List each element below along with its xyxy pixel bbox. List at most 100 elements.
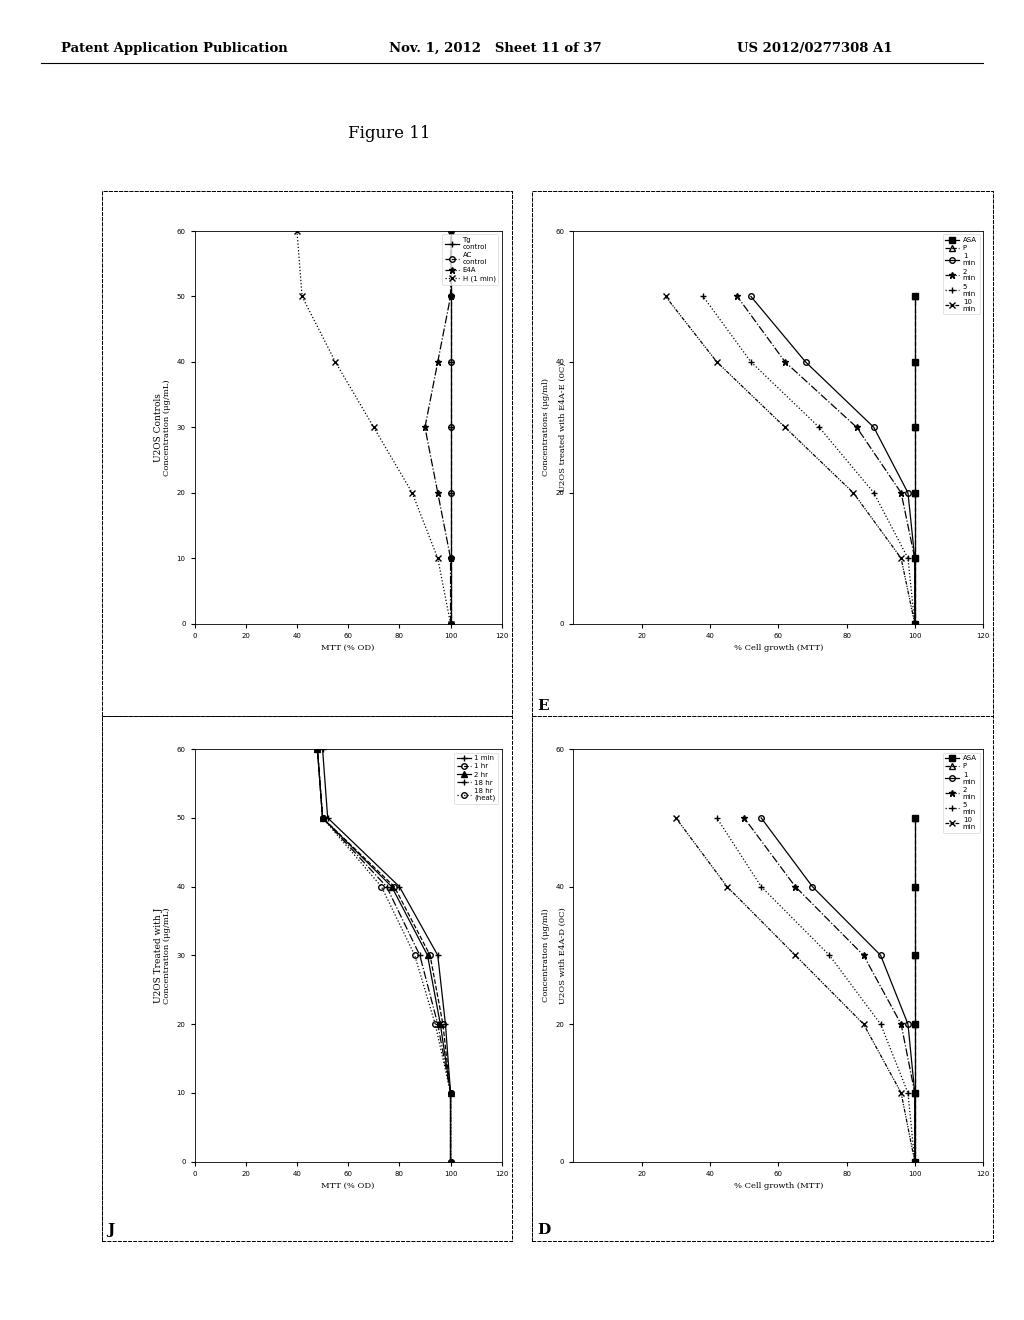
10
min [659, 289, 672, 305]
Line: E4A: E4A [422, 227, 454, 627]
18 hr [311, 742, 324, 758]
Text: Patent Application Publication: Patent Application Publication [61, 42, 288, 55]
18 hr [316, 810, 329, 826]
Y-axis label: Concentration (μg/ml): Concentration (μg/ml) [542, 908, 550, 1002]
Tg
control [444, 354, 457, 370]
H (1 min) [406, 484, 418, 500]
10
min [790, 948, 802, 964]
1
min [867, 420, 880, 436]
ASA [908, 420, 921, 436]
2 hr [311, 742, 324, 758]
Tg
control [444, 223, 457, 239]
1 hr [424, 948, 436, 964]
1 hr [444, 1085, 457, 1101]
Tg
control [444, 484, 457, 500]
10
min [779, 420, 792, 436]
1 min [444, 1085, 457, 1101]
18 hr
(heat) [375, 879, 387, 895]
18 hr
(heat) [429, 1016, 441, 1032]
1 min [322, 810, 334, 826]
H (1 min) [296, 289, 308, 305]
5
min [908, 615, 921, 631]
10
min [895, 550, 907, 566]
ASA [908, 550, 921, 566]
18 hr
(heat) [409, 948, 421, 964]
P [908, 879, 921, 895]
Text: U2OS with E4A-D (0C): U2OS with E4A-D (0C) [559, 907, 567, 1003]
ASA [908, 879, 921, 895]
5
min [908, 1154, 921, 1170]
5
min [902, 1085, 914, 1101]
X-axis label: % Cell growth (MTT): % Cell growth (MTT) [733, 1183, 823, 1191]
H (1 min) [444, 615, 457, 631]
H (1 min) [330, 354, 342, 370]
1 min [432, 948, 444, 964]
Text: D: D [538, 1224, 551, 1237]
P [908, 354, 921, 370]
10
min [857, 1016, 869, 1032]
E4A [432, 354, 444, 370]
ASA [908, 484, 921, 500]
2
min [851, 420, 863, 436]
1 hr [388, 879, 400, 895]
1
min [806, 879, 818, 895]
P [908, 289, 921, 305]
Tg
control [444, 420, 457, 436]
Text: J: J [108, 1224, 115, 1237]
AC
control [444, 289, 457, 305]
Line: 10
min: 10 min [663, 293, 919, 627]
1 min [439, 1016, 452, 1032]
18 hr [444, 1085, 457, 1101]
Tg
control [444, 289, 457, 305]
H (1 min) [291, 223, 303, 239]
P [908, 1016, 921, 1032]
P [908, 420, 921, 436]
X-axis label: % Cell growth (MTT): % Cell growth (MTT) [733, 644, 823, 652]
18 hr
(heat) [316, 810, 329, 826]
Line: 2 hr: 2 hr [314, 746, 454, 1164]
Legend: ASA, P, 1
min, 2
min, 5
min, 10
min: ASA, P, 1 min, 2 min, 5 min, 10 min [943, 235, 980, 314]
Line: 2
min: 2 min [740, 814, 919, 1166]
Text: US 2012/0277308 A1: US 2012/0277308 A1 [737, 42, 893, 55]
2 hr [434, 1016, 446, 1032]
P [908, 550, 921, 566]
Tg
control [444, 550, 457, 566]
1
min [800, 354, 812, 370]
Line: H (1 min): H (1 min) [294, 227, 454, 627]
P [908, 948, 921, 964]
1 hr [311, 742, 324, 758]
10
min [670, 810, 682, 826]
Line: 2
min: 2 min [734, 293, 919, 627]
10
min [721, 879, 733, 895]
2 hr [444, 1085, 457, 1101]
5
min [874, 1016, 887, 1032]
1
min [908, 550, 921, 566]
AC
control [444, 550, 457, 566]
X-axis label: MTT (% OD): MTT (% OD) [322, 1183, 375, 1191]
Text: U2OS Treated with J: U2OS Treated with J [155, 908, 163, 1003]
ASA [908, 948, 921, 964]
5
min [867, 484, 880, 500]
Line: ASA: ASA [912, 293, 918, 627]
E4A [419, 420, 431, 436]
18 hr [381, 879, 393, 895]
X-axis label: MTT (% OD): MTT (% OD) [322, 644, 375, 652]
1
min [902, 484, 914, 500]
P [908, 615, 921, 631]
Text: Nov. 1, 2012   Sheet 11 of 37: Nov. 1, 2012 Sheet 11 of 37 [389, 42, 602, 55]
1
min [874, 948, 887, 964]
Legend: Tg
control, AC
control, E4A, H (1 min): Tg control, AC control, E4A, H (1 min) [442, 235, 499, 285]
Line: 5
min: 5 min [714, 814, 919, 1166]
18 hr [414, 948, 426, 964]
ASA [908, 354, 921, 370]
Y-axis label: Concentration (μg/mL): Concentration (μg/mL) [163, 379, 171, 475]
Line: 18 hr: 18 hr [314, 746, 454, 1166]
ASA [908, 1085, 921, 1101]
Line: P: P [912, 293, 918, 627]
AC
control [444, 484, 457, 500]
18 hr
(heat) [444, 1154, 457, 1170]
1
min [908, 615, 921, 631]
1
min [908, 1154, 921, 1170]
1
min [908, 1085, 921, 1101]
Line: AC
control: AC control [447, 228, 454, 627]
